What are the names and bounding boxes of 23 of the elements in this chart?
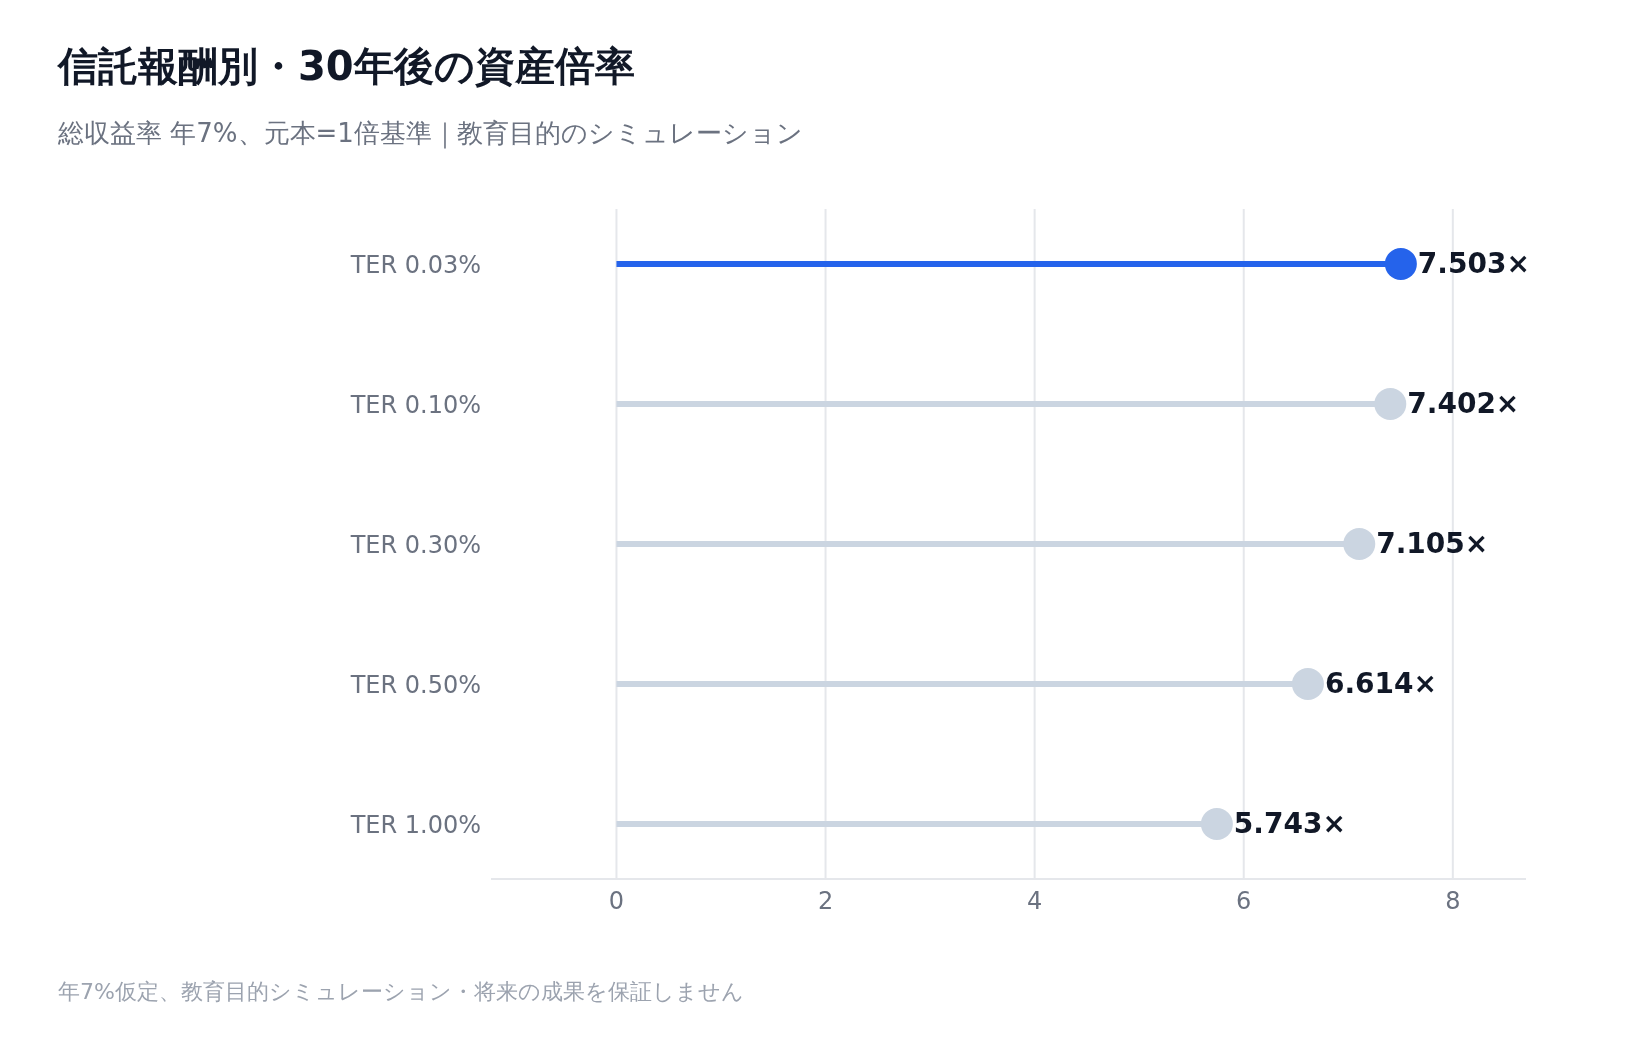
y-tick-label: TER 0.50%: [349, 671, 481, 699]
data-label: 7.105×: [1376, 527, 1489, 560]
data-label: 7.402×: [1407, 387, 1520, 420]
chart-subtitle: 総収益率 年7%、元本=1倍基準｜教育目的のシミュレーション: [57, 118, 803, 149]
point: [1200, 808, 1233, 840]
y-tick-label: TER 0.03%: [349, 251, 481, 279]
data-label: 6.614×: [1324, 667, 1437, 700]
chart-title: 信託報酬別・30年後の資産倍率: [56, 43, 635, 89]
x-tick-label: 2: [817, 887, 834, 915]
data-label: 5.743×: [1233, 807, 1346, 840]
y-tick-label: TER 0.10%: [349, 391, 481, 419]
y-tick-label: TER 0.30%: [349, 531, 481, 559]
x-tick-label: 0: [608, 887, 625, 915]
point: [1343, 528, 1376, 560]
y-tick-label: TER 1.00%: [349, 811, 481, 839]
x-tick-label: 8: [1445, 887, 1461, 915]
x-tick-label: 6: [1236, 887, 1252, 915]
x-tick-label: 4: [1027, 887, 1043, 915]
point: [1291, 668, 1324, 700]
text: 年7%仮定、教育目的シミュレーション・将来の成果を保証しません: [58, 979, 744, 1004]
point: [1384, 248, 1417, 280]
point: [1374, 388, 1407, 420]
data-label: 7.503×: [1417, 247, 1530, 280]
